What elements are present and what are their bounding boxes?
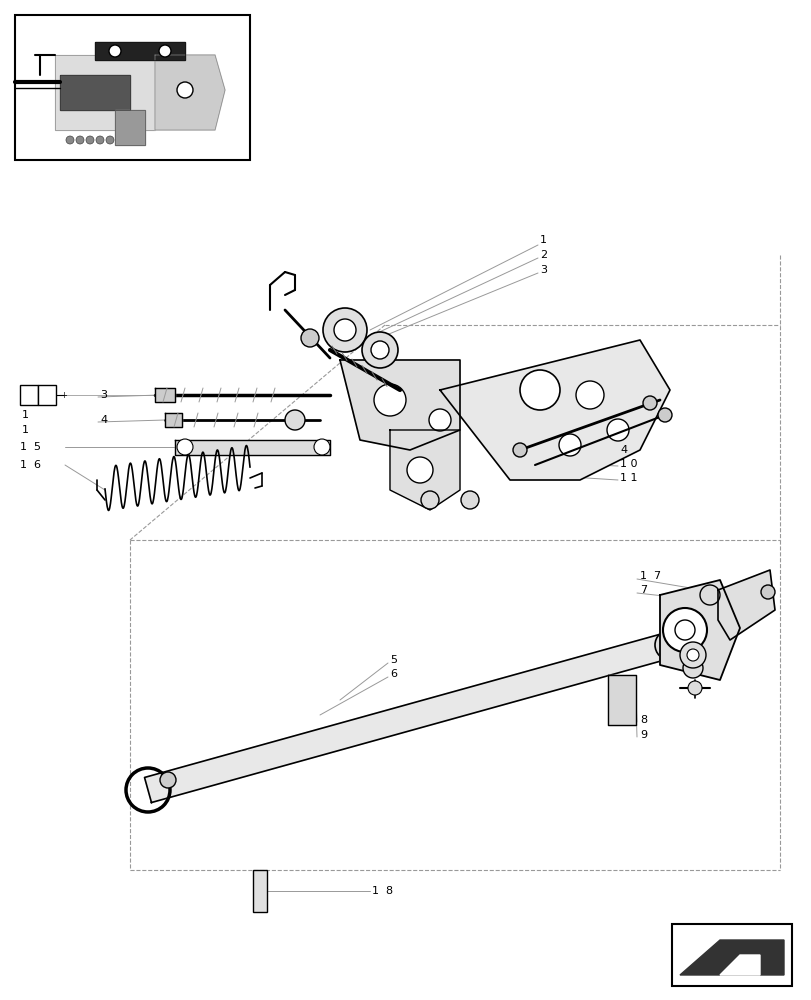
Circle shape [86,136,94,144]
Text: 3: 3 [539,265,547,275]
Polygon shape [155,55,225,130]
Circle shape [371,341,388,359]
Circle shape [420,491,439,509]
Circle shape [674,620,694,640]
Text: 1  8: 1 8 [371,886,393,896]
Bar [672,924,791,986]
Circle shape [109,45,121,57]
Circle shape [654,630,684,660]
Circle shape [301,329,319,347]
Bar [38,385,56,405]
Polygon shape [115,110,145,145]
Circle shape [663,608,706,652]
Text: 7: 7 [639,585,646,595]
Text: 1: 1 [539,235,547,245]
Circle shape [461,491,478,509]
Text: 1  5: 1 5 [20,442,41,452]
Circle shape [333,319,355,341]
Text: 2: 2 [539,250,547,260]
Circle shape [177,439,193,455]
Polygon shape [340,360,460,450]
Text: 1  6: 1 6 [20,460,41,470]
Circle shape [687,681,702,695]
Circle shape [406,457,432,483]
Circle shape [314,439,329,455]
Polygon shape [607,675,635,725]
Polygon shape [55,55,155,130]
Circle shape [679,642,705,668]
Circle shape [374,384,406,416]
Text: +: + [60,390,67,399]
Text: 1 0: 1 0 [620,459,637,469]
Text: 1: 1 [22,425,29,435]
Circle shape [607,419,629,441]
Circle shape [699,585,719,605]
Polygon shape [144,632,672,803]
Circle shape [177,82,193,98]
Polygon shape [60,75,130,110]
Circle shape [657,408,672,422]
Text: 3: 3 [100,390,107,400]
Bar [253,870,267,912]
Circle shape [519,370,560,410]
Circle shape [642,396,656,410]
Circle shape [686,649,698,661]
Circle shape [285,410,305,430]
Circle shape [575,381,603,409]
Text: 6: 6 [389,669,397,679]
Polygon shape [679,940,783,975]
Polygon shape [717,570,774,640]
Text: 1: 1 [24,390,30,400]
Polygon shape [155,388,175,402]
Circle shape [323,308,367,352]
Polygon shape [389,430,460,510]
Text: 1 1: 1 1 [620,473,637,483]
Circle shape [160,772,176,788]
Text: 1  7: 1 7 [639,571,660,581]
Circle shape [362,332,397,368]
Text: 8: 8 [639,715,646,725]
Text: 4: 4 [620,445,626,455]
Circle shape [96,136,104,144]
Text: 4: 4 [100,415,107,425]
Polygon shape [659,580,739,680]
Polygon shape [440,340,669,480]
Circle shape [76,136,84,144]
Circle shape [66,136,74,144]
Bar [20,385,38,405]
Circle shape [106,136,114,144]
Circle shape [760,585,774,599]
Polygon shape [95,42,185,60]
Circle shape [558,434,581,456]
Text: 9: 9 [639,730,646,740]
Circle shape [159,45,171,57]
Text: 1: 1 [22,410,29,420]
Circle shape [513,443,526,457]
Circle shape [682,658,702,678]
Circle shape [428,409,450,431]
Bar [15,15,250,160]
Polygon shape [165,413,182,427]
Polygon shape [719,955,759,975]
Text: 5: 5 [389,655,397,665]
Polygon shape [175,440,329,455]
Text: 2: 2 [42,390,48,400]
